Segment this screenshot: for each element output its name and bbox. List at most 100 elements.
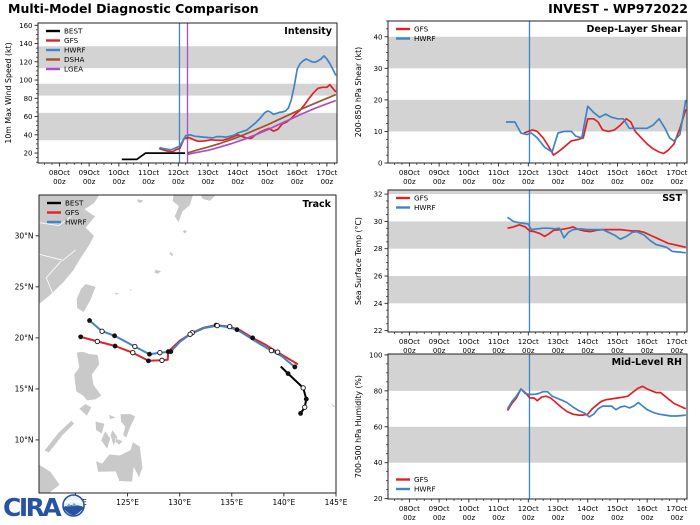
svg-text:15Oct: 15Oct (607, 169, 628, 177)
legend-item-hwrf: HWRF (396, 34, 436, 43)
landmass (113, 292, 122, 296)
svg-text:30: 30 (374, 65, 383, 73)
svg-text:16Oct: 16Oct (287, 169, 308, 177)
track-fix-12z (94, 338, 101, 345)
svg-text:00z: 00z (463, 514, 476, 522)
svg-text:12Oct: 12Oct (518, 169, 539, 177)
svg-text:28: 28 (374, 245, 383, 253)
svg-text:00z: 00z (463, 178, 476, 186)
svg-text:00z: 00z (433, 178, 446, 186)
panel-title: Intensity (284, 26, 332, 37)
svg-text:40: 40 (374, 33, 383, 41)
svg-text:140: 140 (19, 40, 32, 48)
landmass (331, 402, 336, 408)
svg-text:00z: 00z (202, 178, 215, 186)
svg-text:100: 100 (369, 351, 382, 359)
svg-text:20: 20 (374, 96, 383, 104)
svg-text:24: 24 (374, 300, 383, 308)
landmass (136, 198, 144, 204)
series-line-dsha (186, 93, 337, 154)
y-axis-label: Sea Surface Temp (°C) (354, 217, 363, 305)
svg-text:00z: 00z (522, 347, 535, 355)
svg-text:00z: 00z (671, 178, 684, 186)
svg-text:145°E: 145°E (325, 498, 348, 507)
series-line-gfs (158, 83, 337, 153)
svg-text:08Oct: 08Oct (399, 505, 420, 513)
track-line-hwrf (88, 319, 296, 368)
svg-text:17Oct: 17Oct (666, 169, 687, 177)
svg-text:00z: 00z (261, 178, 274, 186)
svg-text:00z: 00z (321, 178, 334, 186)
border-line (39, 249, 76, 261)
panel-title: Deep-Layer Shear (587, 24, 683, 35)
cira-globe-icon (62, 494, 86, 521)
legend-item-best: BEST (47, 199, 84, 208)
svg-text:16Oct: 16Oct (637, 505, 658, 513)
series-line-gfs (523, 109, 687, 156)
svg-text:09Oct: 09Oct (429, 505, 450, 513)
svg-text:11Oct: 11Oct (488, 505, 509, 513)
legend-item-dsha: DSHA (46, 55, 85, 64)
svg-text:30°N: 30°N (15, 231, 34, 240)
svg-text:HWRF: HWRF (64, 46, 86, 55)
svg-text:00z: 00z (53, 178, 66, 186)
svg-text:10: 10 (374, 128, 383, 136)
legend-item-hwrf: HWRF (46, 46, 86, 55)
svg-text:00z: 00z (552, 514, 565, 522)
svg-text:00z: 00z (113, 178, 126, 186)
track-fix-12z (99, 328, 105, 334)
svg-text:12Oct: 12Oct (518, 338, 539, 346)
track-fix-00z (298, 410, 303, 416)
svg-text:00z: 00z (581, 514, 594, 522)
legend-item-gfs: GFS (396, 25, 429, 34)
border-line (45, 261, 62, 294)
storm-id-title: INVEST - WP972022 (548, 1, 688, 16)
svg-text:12Oct: 12Oct (168, 169, 189, 177)
series-line-gfs (507, 223, 686, 249)
main-title: Multi-Model Diagnostic Comparison (8, 1, 259, 16)
panel-track-map: 120°E125°E130°E135°E140°E145°E10°N15°N20… (15, 194, 348, 507)
landmass (200, 195, 217, 202)
svg-text:00z: 00z (641, 178, 654, 186)
svg-text:00z: 00z (671, 514, 684, 522)
svg-text:16Oct: 16Oct (637, 338, 658, 346)
svg-text:20°N: 20°N (15, 333, 34, 342)
track-fix-12z (274, 349, 281, 355)
svg-text:135°E: 135°E (220, 498, 243, 507)
svg-text:100: 100 (19, 77, 32, 85)
legend-item-hwrf: HWRF (396, 485, 436, 494)
svg-text:130°E: 130°E (168, 498, 191, 507)
track-fix-00z (250, 335, 256, 341)
svg-text:40: 40 (374, 459, 383, 467)
track-fix-12z (300, 385, 306, 391)
svg-text:00z: 00z (522, 514, 535, 522)
svg-text:09Oct: 09Oct (429, 169, 450, 177)
track-fix-12z (157, 350, 163, 356)
landmass (95, 420, 106, 435)
svg-text:20: 20 (374, 495, 383, 503)
svg-text:00z: 00z (492, 178, 505, 186)
svg-text:10Oct: 10Oct (458, 338, 479, 346)
svg-text:15Oct: 15Oct (607, 338, 628, 346)
svg-text:GFS: GFS (64, 36, 79, 45)
svg-text:14Oct: 14Oct (577, 338, 598, 346)
svg-text:60: 60 (24, 113, 33, 121)
svg-text:DSHA: DSHA (64, 55, 85, 64)
legend-item-hwrf: HWRF (47, 218, 87, 227)
svg-text:80: 80 (24, 95, 33, 103)
landmass (153, 269, 162, 275)
track-fix-12z (132, 343, 138, 350)
svg-text:00z: 00z (291, 178, 304, 186)
series-line-hwrf (506, 99, 687, 153)
landmass (43, 420, 75, 454)
svg-text:GFS: GFS (414, 475, 429, 484)
legend-item-gfs: GFS (46, 36, 79, 45)
svg-text:32: 32 (374, 191, 383, 199)
svg-text:00z: 00z (433, 347, 446, 355)
svg-text:GFS: GFS (414, 194, 429, 203)
svg-text:00z: 00z (671, 347, 684, 355)
category-band (388, 276, 687, 304)
landmass (78, 403, 92, 417)
svg-text:BEST: BEST (65, 199, 84, 208)
